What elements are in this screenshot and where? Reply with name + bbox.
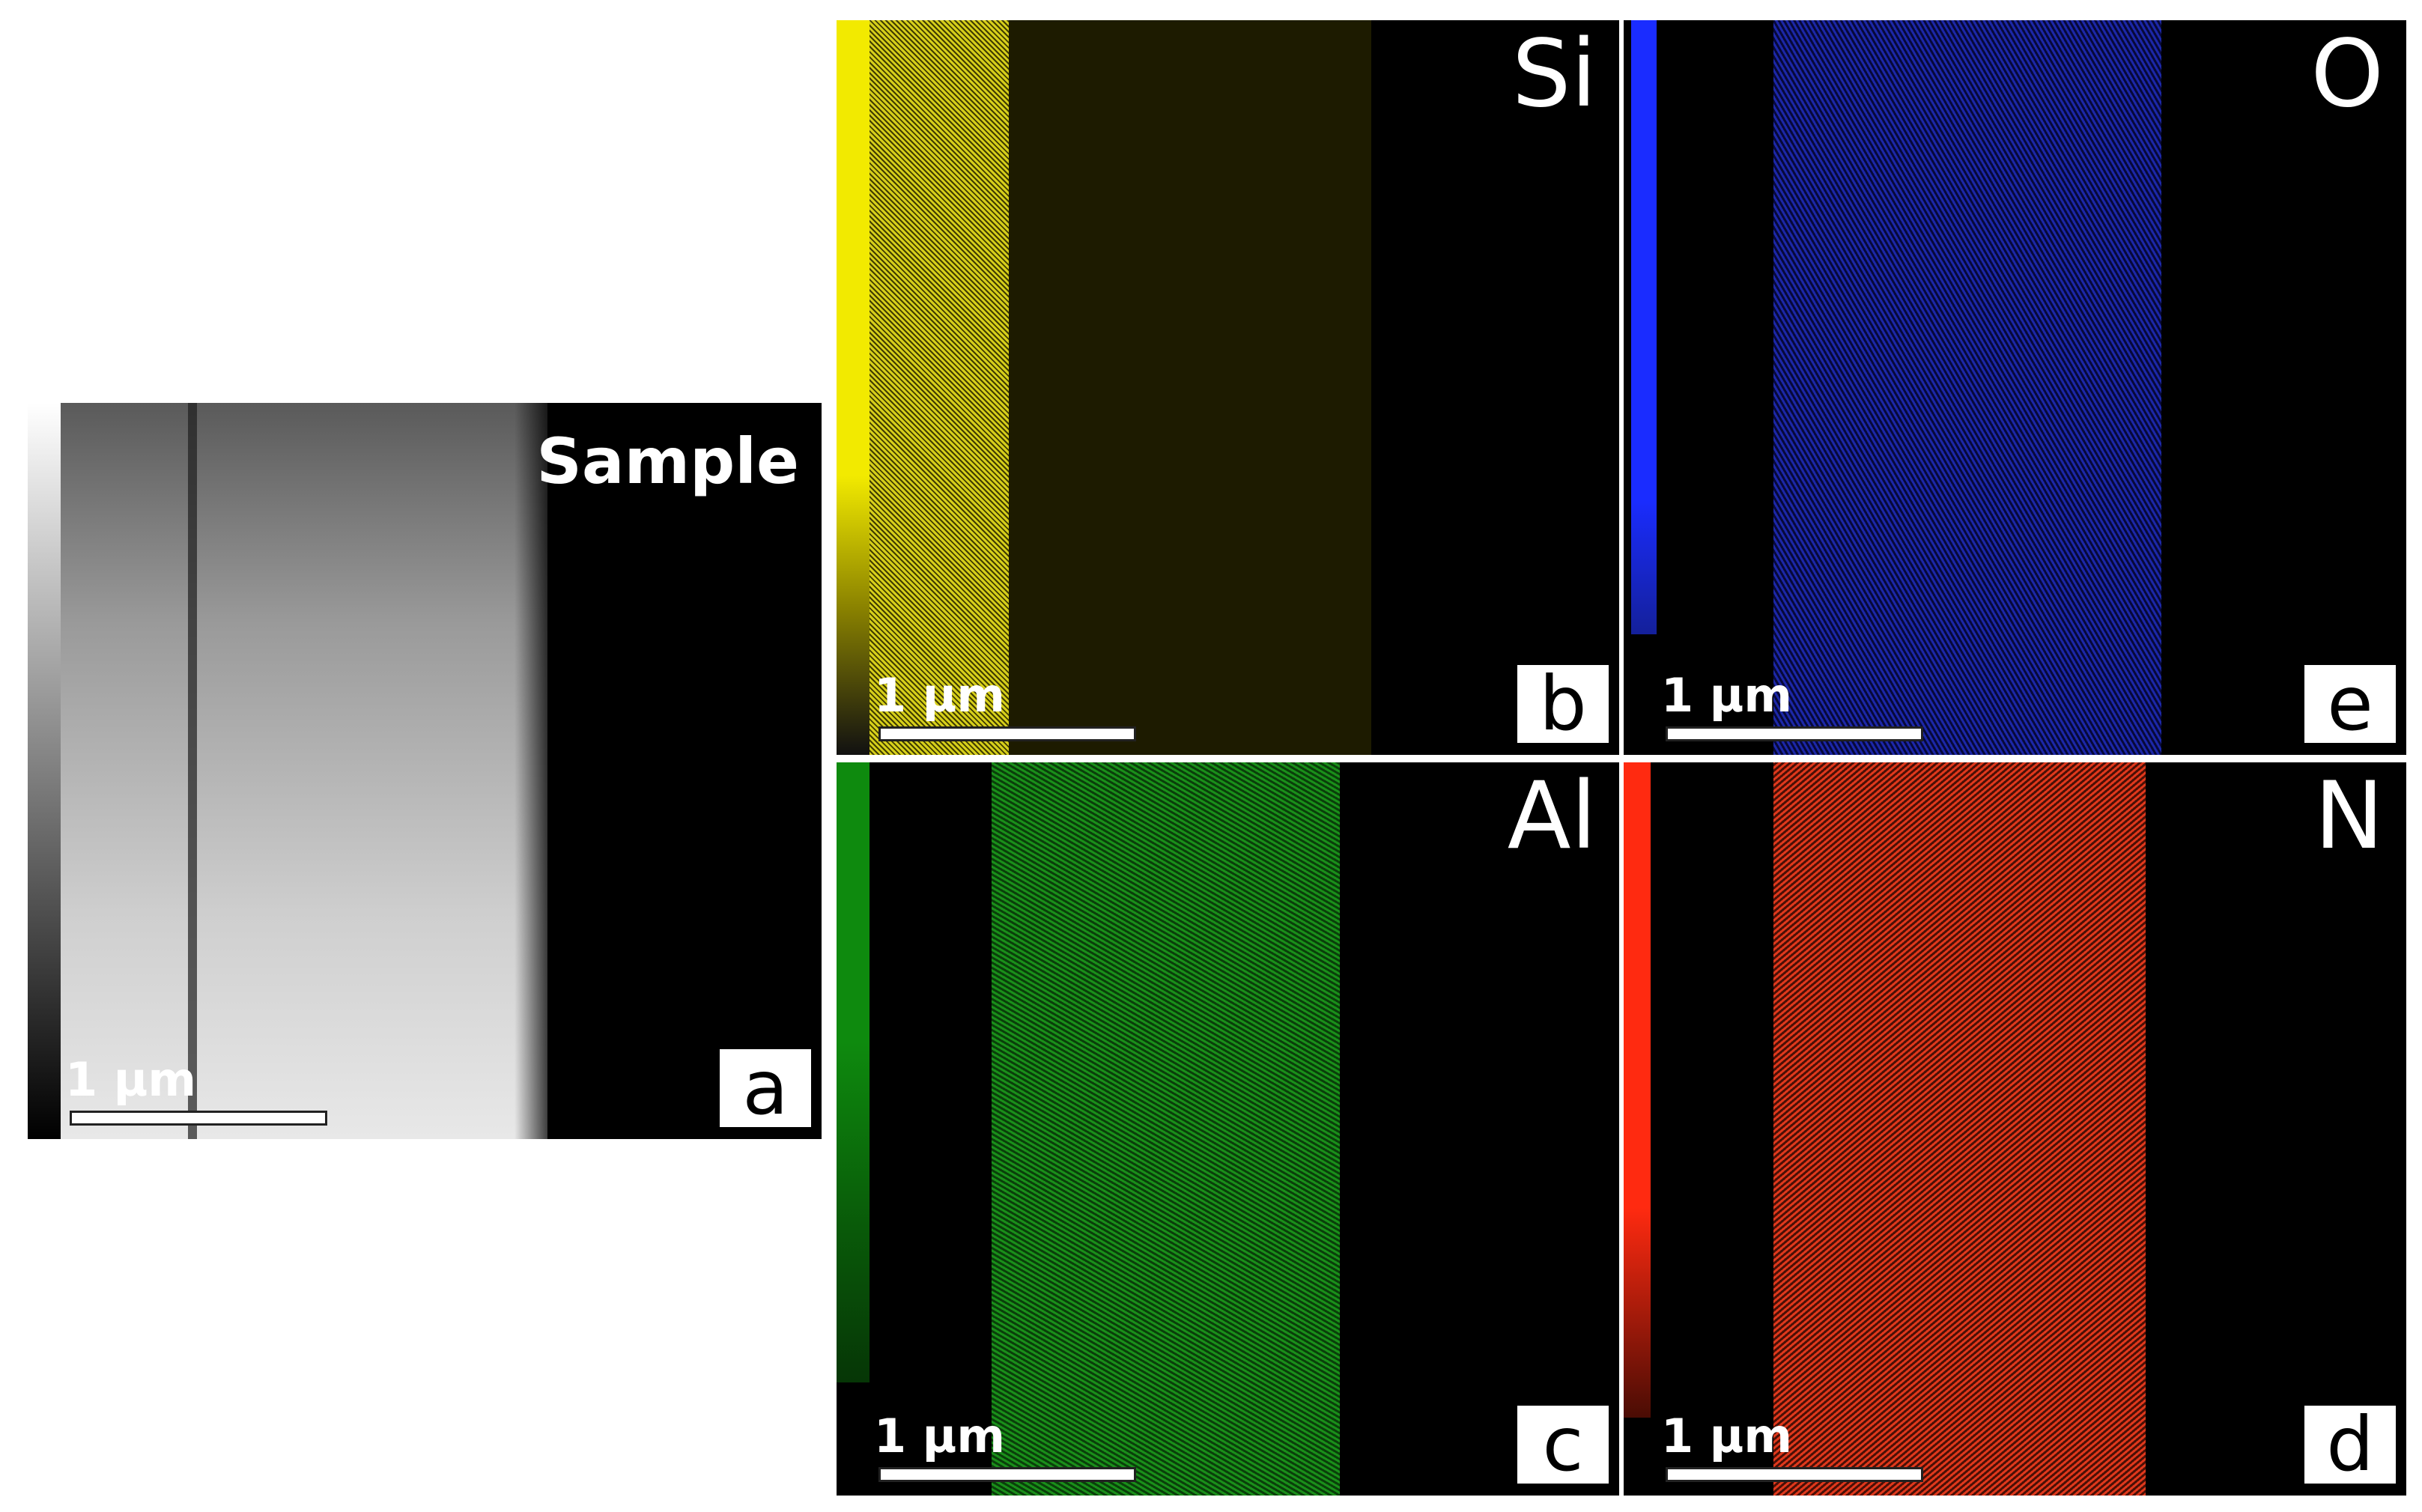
scale-bar [1666,726,1923,741]
edge [515,403,559,1139]
scale-bar-label: 1 µm [1661,1409,1792,1463]
scale-bar-label: 1 µm [65,1052,196,1107]
panel-title: Sample [536,425,799,498]
si-signal [869,20,1009,755]
color-bar [1624,762,1651,1418]
scale-bar-label: 1 µm [874,668,1005,723]
panel-title: O [2310,20,2384,128]
interface-line [188,403,197,1139]
panel-label: b [1517,665,1609,743]
color-bar [28,403,61,1139]
scale-bar-label: 1 µm [1661,668,1792,723]
si-weak-signal [1009,20,1371,755]
panel-n: N d 1 µm [1624,762,2406,1496]
sample-image [61,403,547,1139]
scale-bar [70,1111,327,1126]
panel-label: d [2304,1406,2396,1484]
panel-al: Al c 1 µm [837,762,1619,1496]
panel-title: Al [1507,762,1597,870]
n-signal [1773,762,2146,1496]
panel-label: c [1517,1406,1609,1484]
scale-bar [1666,1467,1923,1482]
panel-label: e [2304,665,2396,743]
scale-bar [878,1467,1136,1482]
scale-bar-label: 1 µm [874,1409,1005,1463]
al-signal [992,762,1340,1496]
panel-o: O e 1 µm [1624,20,2406,755]
panel-title: Si [1511,20,1597,128]
scale-bar [878,726,1136,741]
panel-sample: Sample a 1 µm [28,403,822,1139]
panel-si: Si b 1 µm [837,20,1619,755]
panel-label: a [720,1049,811,1127]
panel-title: N [2314,762,2384,870]
color-bar [837,762,869,1382]
color-bar [837,20,869,755]
color-bar [1631,20,1657,634]
o-signal [1773,20,2161,755]
